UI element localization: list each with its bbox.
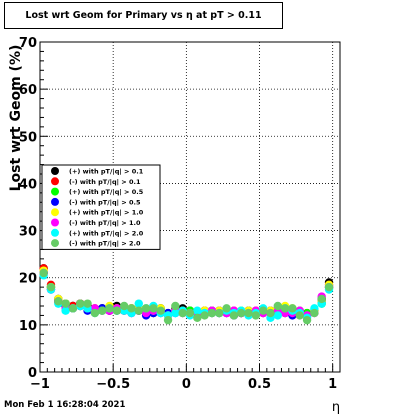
legend-label: (-) with pT/|q| > 0.1	[69, 178, 141, 187]
legend-marker	[51, 197, 59, 206]
data-point	[273, 301, 283, 311]
legend-marker	[51, 228, 59, 237]
data-point	[149, 304, 158, 313]
data-point	[46, 282, 56, 292]
y-tick-label: 70	[19, 36, 37, 51]
legend-marker	[51, 167, 59, 175]
data-point	[83, 299, 92, 308]
y-tick-label: 0	[28, 366, 37, 381]
data-point	[229, 311, 239, 320]
grid-lines	[40, 42, 340, 372]
data-point	[134, 306, 143, 315]
data-point	[163, 315, 173, 325]
data-point	[105, 304, 114, 313]
legend-marker	[51, 218, 59, 227]
data-point	[39, 268, 48, 278]
axis-ticks: 0 10 20 30 40 50 60 70 −1 −0.5 0 0.5 1	[19, 36, 341, 392]
legend-box	[41, 164, 161, 250]
legend-label: (+) with pT/|q| > 1.0	[69, 209, 144, 218]
y-tick-label: 60	[19, 83, 37, 98]
data-point	[288, 304, 297, 313]
data-point	[317, 294, 326, 304]
data-point	[112, 306, 122, 315]
datestamp: Mon Feb 1 16:28:04 2021	[4, 400, 126, 410]
legend: (+) with pT/|q| > 0.1(-) with pT/|q| > 0…	[41, 164, 161, 250]
y-tick-label: 10	[19, 319, 37, 334]
data-point	[119, 301, 129, 311]
x-axis-label: η	[332, 400, 340, 414]
data-point	[244, 308, 253, 318]
data-point	[310, 308, 319, 318]
data-point	[237, 308, 246, 318]
legend-label: (+) with pT/|q| > 0.1	[69, 168, 144, 177]
y-tick-label: 40	[19, 177, 37, 192]
legend-label: (-) with pT/|q| > 2.0	[69, 240, 141, 249]
data-point	[215, 308, 224, 318]
data-point	[178, 308, 187, 318]
data-point	[251, 311, 261, 320]
data-point	[68, 304, 78, 313]
data-point	[61, 299, 70, 308]
data-point	[61, 306, 70, 315]
legend-marker	[51, 187, 59, 196]
data-point	[90, 308, 100, 318]
data-point	[324, 282, 334, 292]
legend-marker	[51, 208, 59, 217]
data-point	[302, 315, 312, 325]
x-tick-label: 1	[328, 377, 337, 392]
legend-label: (+) with pT/|q| > 2.0	[69, 229, 144, 238]
legend-label: (-) with pT/|q| > 1.0	[69, 219, 141, 228]
data-point	[222, 304, 231, 313]
x-tick-label: 0.5	[248, 377, 271, 392]
data-point	[171, 301, 180, 311]
legend-marker	[51, 239, 59, 248]
data-point	[207, 308, 217, 318]
y-axis-label: Lost wrt Geom (%)	[8, 45, 24, 192]
data-point	[171, 308, 180, 318]
data-point	[54, 297, 63, 306]
data-point	[200, 311, 209, 320]
legend-label: (-) with pT/|q| > 0.5	[69, 198, 141, 207]
data-point	[141, 304, 151, 313]
y-tick-label: 20	[19, 272, 37, 287]
data-point	[280, 304, 290, 313]
data-points	[39, 264, 334, 325]
data-point	[193, 306, 202, 315]
data-point	[134, 299, 143, 308]
data-point	[266, 308, 275, 318]
data-point	[76, 299, 85, 308]
y-tick-label: 30	[19, 225, 37, 240]
legend-label: (+) with pT/|q| > 0.5	[69, 188, 144, 197]
data-point	[97, 306, 107, 315]
data-point	[258, 306, 268, 315]
data-point	[156, 306, 165, 315]
data-point	[273, 311, 283, 320]
legend-marker	[51, 177, 59, 186]
x-tick-label: −1	[30, 377, 50, 392]
data-point	[193, 313, 202, 322]
x-tick-label: −0.5	[96, 377, 130, 392]
data-point	[295, 311, 304, 320]
data-point	[185, 308, 195, 318]
data-point	[127, 304, 136, 313]
y-tick-label: 50	[19, 130, 37, 145]
chart-title: Lost wrt Geom for Primary vs η at pT > 0…	[4, 2, 283, 29]
x-tick-label: 0	[182, 377, 191, 392]
